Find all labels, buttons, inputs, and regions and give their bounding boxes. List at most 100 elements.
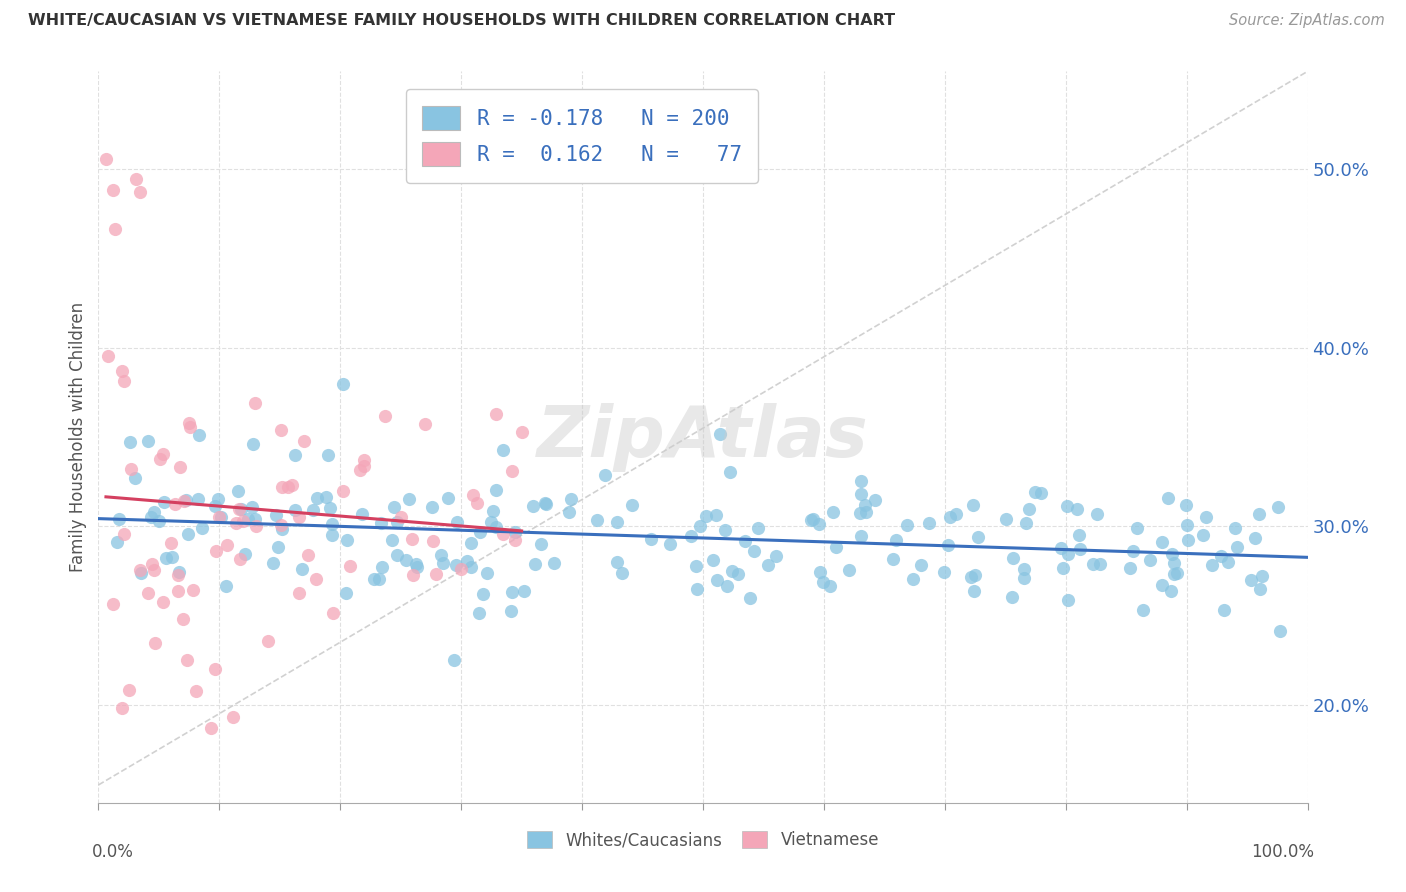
Point	[1069, 541, 1091, 556]
Point	[111, 701, 134, 715]
Point	[429, 548, 451, 562]
Point	[422, 534, 444, 549]
Point	[222, 710, 245, 724]
Point	[184, 683, 207, 698]
Point	[896, 518, 918, 533]
Point	[103, 183, 125, 197]
Point	[686, 582, 709, 597]
Point	[143, 505, 166, 519]
Point	[456, 554, 478, 568]
Point	[1150, 578, 1173, 592]
Point	[318, 500, 340, 515]
Point	[460, 536, 482, 550]
Point	[446, 516, 468, 530]
Point	[801, 512, 824, 526]
Point	[689, 519, 711, 533]
Point	[155, 551, 177, 566]
Point	[994, 512, 1017, 526]
Point	[349, 463, 371, 477]
Point	[959, 569, 981, 583]
Point	[1132, 602, 1154, 616]
Point	[612, 566, 634, 580]
Point	[160, 550, 183, 565]
Point	[461, 488, 484, 502]
Point	[233, 547, 256, 561]
Point	[702, 553, 724, 567]
Point	[112, 374, 135, 388]
Point	[524, 558, 547, 572]
Point	[292, 434, 315, 449]
Point	[335, 586, 357, 600]
Point	[112, 527, 135, 541]
Point	[305, 572, 328, 586]
Point	[1175, 518, 1198, 533]
Point	[938, 510, 960, 524]
Point	[181, 583, 204, 598]
Point	[209, 509, 232, 524]
Point	[179, 419, 201, 434]
Point	[177, 416, 200, 430]
Point	[174, 493, 197, 508]
Point	[734, 533, 756, 548]
Point	[173, 494, 195, 508]
Point	[256, 633, 278, 648]
Point	[143, 636, 166, 650]
Point	[270, 517, 292, 532]
Point	[820, 579, 842, 593]
Point	[242, 436, 264, 450]
Point	[245, 519, 267, 533]
Point	[491, 443, 513, 458]
Point	[437, 491, 460, 505]
Point	[208, 510, 231, 524]
Point	[94, 152, 117, 166]
Point	[128, 185, 150, 199]
Point	[406, 559, 429, 574]
Point	[1240, 573, 1263, 587]
Point	[243, 512, 266, 526]
Point	[284, 503, 307, 517]
Point	[1081, 558, 1104, 572]
Point	[1209, 549, 1232, 564]
Point	[284, 448, 307, 462]
Point	[204, 499, 226, 513]
Point	[281, 478, 304, 492]
Point	[288, 510, 311, 524]
Point	[501, 584, 523, 599]
Point	[460, 560, 482, 574]
Point	[141, 510, 163, 524]
Point	[381, 533, 404, 547]
Point	[200, 721, 222, 735]
Point	[217, 538, 239, 552]
Point	[1001, 550, 1024, 565]
Point	[165, 497, 187, 511]
Point	[153, 495, 176, 509]
Point	[240, 500, 263, 515]
Point	[824, 541, 846, 555]
Point	[1161, 547, 1184, 561]
Point	[808, 516, 831, 531]
Point	[141, 558, 163, 572]
Point	[640, 532, 662, 546]
Text: 0.0%: 0.0%	[93, 843, 134, 861]
Point	[104, 222, 127, 236]
Point	[503, 533, 526, 547]
Text: ZipAtlas: ZipAtlas	[537, 402, 869, 472]
Point	[432, 556, 454, 570]
Point	[936, 538, 959, 552]
Point	[714, 523, 737, 537]
Point	[659, 537, 682, 551]
Point	[903, 572, 925, 586]
Point	[485, 520, 508, 534]
Point	[606, 515, 628, 529]
Point	[316, 448, 339, 462]
Point	[1122, 544, 1144, 558]
Point	[465, 496, 488, 510]
Point	[492, 526, 515, 541]
Point	[425, 566, 447, 581]
Point	[709, 427, 731, 442]
Point	[111, 364, 134, 378]
Point	[105, 534, 128, 549]
Point	[1119, 561, 1142, 575]
Point	[1014, 571, 1036, 585]
Point	[721, 564, 744, 578]
